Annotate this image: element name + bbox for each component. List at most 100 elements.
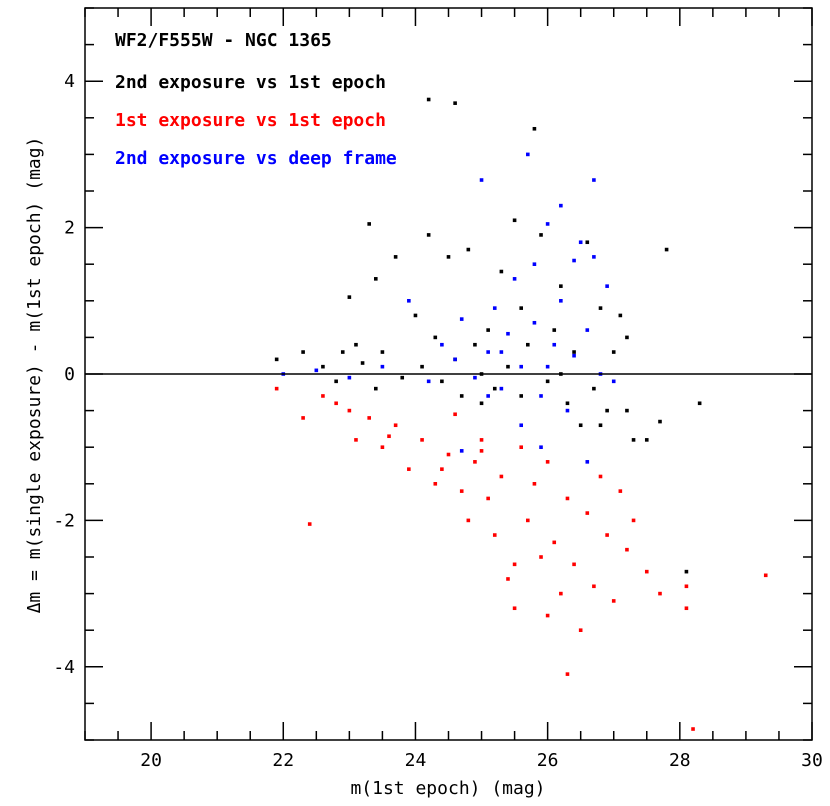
data-point-series-1 [274, 386, 279, 391]
data-point-series-2 [347, 375, 352, 380]
data-point-series-0 [492, 386, 497, 391]
data-point-series-0 [539, 233, 543, 237]
data-point-series-1 [684, 606, 689, 611]
data-point-series-2 [519, 423, 523, 428]
data-point-series-0 [578, 423, 583, 428]
data-point-series-2 [440, 342, 444, 347]
data-point-series-2 [499, 386, 504, 391]
data-point-series-2 [512, 277, 517, 281]
data-point-series-0 [274, 357, 279, 362]
data-point-series-0 [426, 97, 431, 102]
data-point-series-1 [526, 518, 530, 523]
data-point-series-0 [611, 350, 616, 354]
data-point-series-1 [559, 591, 563, 596]
data-point-series-1 [334, 401, 338, 406]
data-point-series-2 [459, 449, 464, 453]
data-point-series-1 [618, 489, 623, 493]
data-point-series-1 [578, 628, 583, 632]
data-point-series-2 [605, 284, 609, 288]
data-point-series-0 [479, 401, 484, 406]
data-point-series-0 [393, 255, 398, 259]
data-point-series-2 [539, 394, 543, 398]
data-point-series-1 [644, 569, 649, 574]
data-point-series-1 [433, 482, 438, 486]
data-point-series-0 [545, 379, 550, 384]
data-point-series-2 [486, 394, 490, 398]
data-point-series-0 [321, 364, 325, 369]
data-point-series-2 [559, 299, 563, 303]
data-point-series-1 [354, 438, 358, 442]
data-point-series-1 [512, 606, 517, 611]
data-point-series-0 [400, 375, 405, 380]
data-point-series-1 [572, 562, 576, 567]
data-point-series-1 [380, 445, 385, 449]
data-point-series-1 [552, 540, 557, 545]
data-point-series-0 [420, 364, 424, 369]
data-points [274, 97, 768, 731]
data-point-series-1 [479, 449, 484, 453]
data-point-series-0 [440, 379, 444, 384]
data-point-series-1 [592, 584, 596, 589]
data-point-series-1 [473, 460, 477, 464]
data-point-series-1 [519, 445, 523, 449]
data-point-series-0 [684, 569, 689, 574]
data-point-series-1 [539, 555, 543, 559]
data-point-series-1 [440, 467, 444, 471]
data-point-series-0 [532, 126, 537, 131]
data-point-series-1 [598, 474, 603, 479]
data-point-series-1 [691, 727, 695, 731]
data-point-series-1 [393, 423, 398, 428]
data-point-series-2 [559, 203, 563, 208]
data-point-series-1 [453, 412, 457, 417]
data-point-series-0 [459, 394, 464, 398]
chart-title: WF2/F555W - NGC 1365 [115, 30, 332, 51]
y-tick-label: 2 [64, 218, 75, 239]
data-point-series-0 [301, 350, 305, 354]
data-point-series-2 [314, 368, 319, 373]
data-point-series-0 [334, 379, 338, 384]
data-point-series-0 [552, 328, 557, 332]
data-point-series-1 [658, 591, 662, 596]
data-point-series-0 [572, 350, 576, 354]
data-point-series-1 [486, 496, 490, 501]
data-point-series-2 [585, 328, 590, 332]
data-point-series-0 [658, 419, 662, 424]
data-point-series-0 [598, 306, 603, 310]
data-point-series-0 [697, 401, 702, 406]
data-point-series-1 [565, 496, 570, 501]
data-point-series-2 [578, 240, 583, 245]
data-point-series-1 [605, 533, 609, 537]
data-point-series-2 [486, 350, 490, 354]
data-point-series-1 [459, 489, 464, 493]
x-axis-label: m(1st epoch) (mag) [350, 778, 545, 799]
data-point-series-2 [532, 262, 537, 266]
data-point-series-2 [479, 178, 484, 182]
axis-ticks [84, 7, 813, 741]
data-point-series-0 [519, 306, 523, 310]
data-point-series-1 [545, 460, 550, 464]
data-point-series-0 [347, 295, 352, 299]
data-point-series-0 [354, 342, 358, 347]
data-point-series-1 [301, 416, 305, 420]
data-point-series-1 [347, 408, 352, 413]
y-axis-label: Δm = m(single exposure) - m(1st epoch) (… [24, 137, 45, 614]
data-point-series-0 [625, 335, 629, 340]
data-point-series-2 [592, 255, 596, 259]
data-point-series-2 [592, 178, 596, 182]
data-point-series-1 [446, 452, 451, 457]
x-tick-label: 20 [140, 750, 162, 771]
data-point-series-0 [605, 408, 609, 413]
data-point-series-2 [499, 350, 504, 354]
data-point-series-1 [367, 416, 371, 420]
data-point-series-1 [545, 613, 550, 618]
data-point-series-2 [453, 357, 457, 362]
data-point-series-1 [611, 599, 616, 603]
data-point-series-2 [526, 152, 530, 157]
data-point-series-0 [367, 222, 371, 226]
data-point-series-0 [413, 313, 418, 318]
legend-entry-red: 1st exposure vs 1st epoch [115, 110, 386, 131]
data-point-series-2 [492, 306, 497, 310]
data-point-series-0 [506, 364, 510, 369]
data-point-series-0 [486, 328, 490, 332]
data-point-series-2 [426, 379, 431, 384]
